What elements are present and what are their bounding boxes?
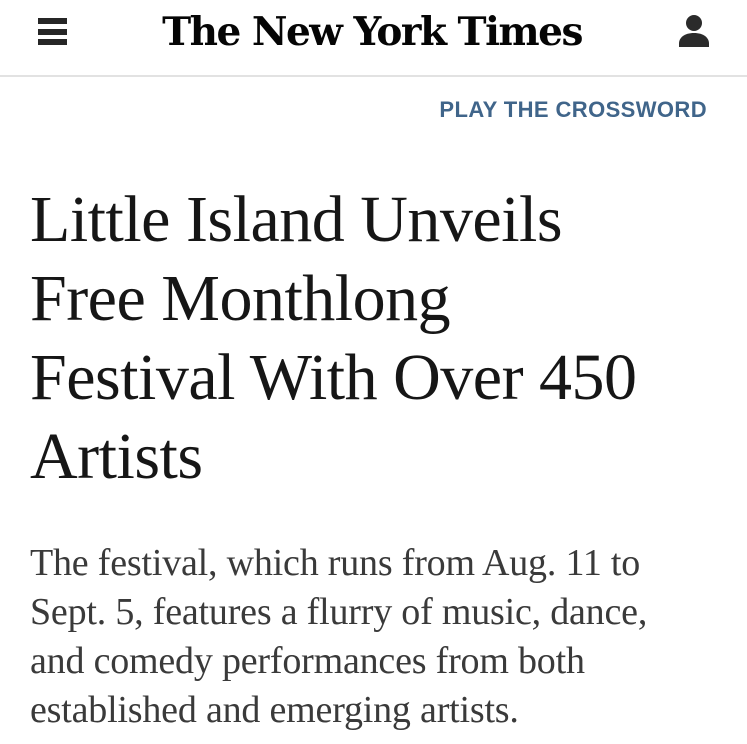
- top-nav: The New York Times: [0, 0, 747, 77]
- headline-line: Artists: [30, 420, 203, 493]
- headline-line: Festival With Over 450: [30, 341, 637, 414]
- menu-button[interactable]: [38, 18, 67, 45]
- summary-line: established and emerging artists.: [30, 689, 519, 731]
- promo-row: PLAY THE CROSSWORD: [0, 77, 747, 122]
- article-headline: Little Island Unveils Free Monthlong Fes…: [30, 180, 717, 496]
- play-crossword-link[interactable]: PLAY THE CROSSWORD: [439, 97, 707, 122]
- nyt-logo[interactable]: The New York Times: [162, 9, 583, 55]
- hamburger-icon: [38, 18, 67, 24]
- article: Little Island Unveils Free Monthlong Fes…: [0, 180, 747, 735]
- account-button[interactable]: [677, 14, 711, 50]
- person-icon: [679, 14, 709, 47]
- headline-line: Free Monthlong: [30, 262, 451, 335]
- summary-line: The festival, which runs from Aug. 11 to: [30, 542, 641, 584]
- summary-line: and comedy performances from both: [30, 640, 585, 682]
- headline-line: Little Island Unveils: [30, 183, 563, 256]
- summary-line: Sept. 5, features a flurry of music, dan…: [30, 591, 648, 633]
- article-summary: The festival, which runs from Aug. 11 to…: [30, 539, 717, 735]
